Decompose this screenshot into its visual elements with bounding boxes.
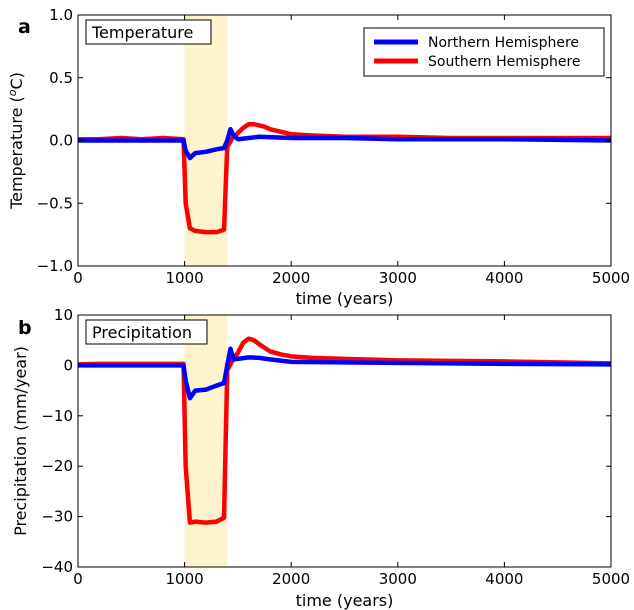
legend-box	[363, 27, 605, 77]
y-tick-label: 0	[63, 356, 73, 374]
plot-frame	[77, 314, 612, 568]
panel-title-box	[85, 19, 212, 45]
x-tick-label: 4000	[485, 269, 523, 287]
y-axis-label-text: Temperature (	[7, 96, 26, 210]
legend-entry-label: Northern Hemisphere	[428, 35, 579, 51]
x-tick-label: 0	[73, 269, 83, 287]
y-tick-label: −0.5	[37, 194, 73, 212]
shaded-period-band	[184, 15, 228, 266]
x-tick-label: 3000	[379, 570, 417, 588]
x-tick-label: 4000	[485, 570, 523, 588]
x-tick-label: 1000	[166, 269, 204, 287]
y-tick-label: 0.5	[49, 69, 73, 87]
x-tick-label: 0	[73, 570, 83, 588]
y-tick-label: −30	[41, 508, 73, 526]
series-line-northern-hemisphere	[78, 346, 612, 401]
panel-temperature: 0 1000 2000 3000 4000 5000 −1.0 −0.5 0.0 0.5 1.0 ti…	[6, 6, 630, 308]
y-axis-label: Precipitation (mm/year)	[11, 346, 30, 536]
panel-precipitation: 0 1000 2000 3000 4000 5000 −40 −30 −20 −10 0 10 time…	[11, 306, 630, 610]
x-tick-label: 2000	[272, 269, 310, 287]
panel-letter: a	[18, 16, 31, 38]
y-axis-label-superscript: o	[6, 89, 19, 96]
x-tick-label: 5000	[592, 269, 630, 287]
panel-title: Temperature	[91, 23, 193, 42]
y-tick-label: −10	[41, 407, 73, 425]
y-axis-label: Temperature (oC)	[6, 72, 26, 210]
shaded-period-band	[184, 315, 228, 567]
y-tick-label: 1.0	[49, 6, 73, 24]
legend-entry-label: Southern Hemisphere	[428, 54, 581, 70]
legend: Northern Hemisphere Southern Hemisphere	[363, 27, 605, 77]
y-axis-label-unit: C)	[7, 72, 26, 89]
panel-title: Precipitation	[92, 323, 192, 342]
y-tick-label: 0.0	[49, 132, 73, 150]
x-axis-label: time (years)	[296, 289, 394, 308]
panel-letter: b	[18, 317, 32, 339]
x-tick-label: 2000	[272, 570, 310, 588]
x-tick-label: 3000	[379, 269, 417, 287]
y-tick-label: 10	[54, 306, 73, 324]
x-axis-label: time (years)	[296, 591, 394, 610]
series-line-northern-hemisphere	[78, 126, 612, 161]
y-tick-label: −20	[41, 457, 73, 475]
x-tick-label: 1000	[166, 570, 204, 588]
y-tick-label: −1.0	[37, 257, 73, 275]
y-tick-label: −40	[41, 558, 73, 576]
panel-title-box	[85, 319, 208, 345]
x-tick-label: 5000	[592, 570, 630, 588]
